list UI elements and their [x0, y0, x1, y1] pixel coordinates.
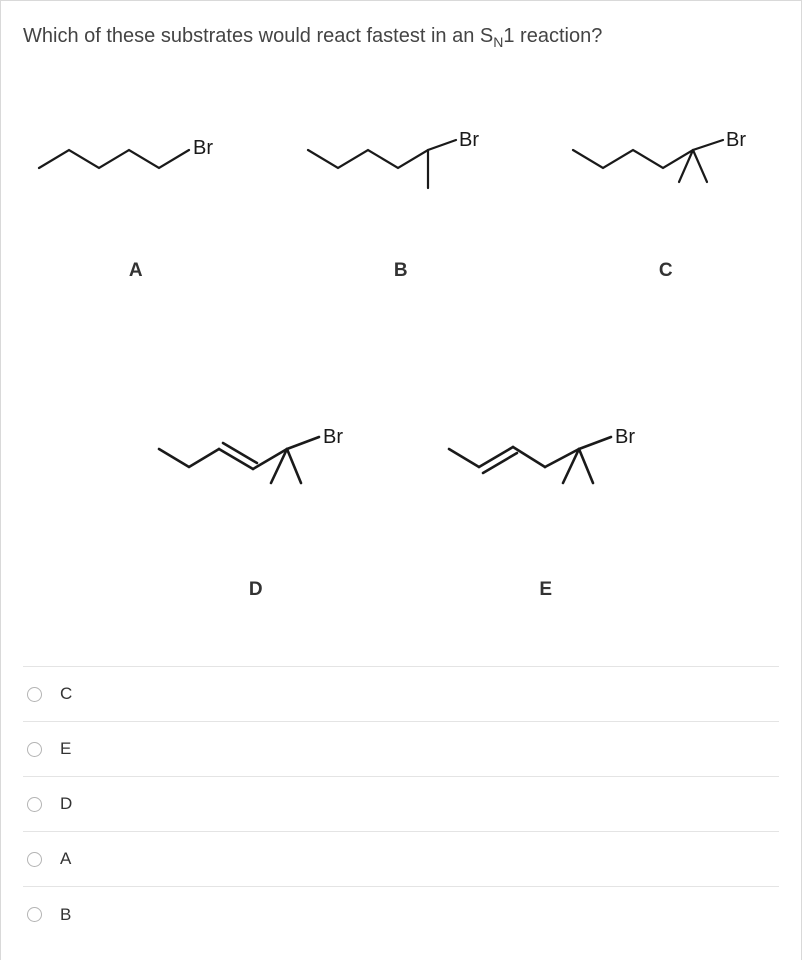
option-label: B — [60, 905, 72, 925]
option-row[interactable]: E — [23, 722, 779, 777]
figure-row-1: Br A Br B — [23, 130, 779, 282]
figure-A: Br A — [31, 130, 241, 282]
br-label: Br — [193, 137, 213, 159]
figure-C: Br C — [561, 130, 771, 282]
figure-label-E: E — [539, 579, 552, 601]
br-label: Br — [459, 130, 479, 151]
structure-D: Br — [141, 427, 371, 517]
option-row[interactable]: C — [23, 667, 779, 722]
figure-label-A: A — [129, 260, 143, 282]
figure-label-C: C — [659, 260, 673, 282]
figure-row-2: Br D Br — [23, 427, 779, 601]
figure-B: Br B — [296, 130, 506, 282]
option-row[interactable]: B — [23, 887, 779, 942]
option-label: E — [60, 739, 72, 759]
structure-A: Br — [31, 130, 241, 210]
option-row[interactable]: D — [23, 777, 779, 832]
option-label: D — [60, 794, 73, 814]
structure-B: Br — [296, 130, 506, 210]
figure-label-B: B — [394, 260, 408, 282]
question-prefix: Which of these substrates would react fa… — [23, 25, 493, 47]
option-label: A — [60, 849, 72, 869]
radio-icon — [27, 742, 42, 757]
radio-icon — [27, 852, 42, 867]
figure-label-D: D — [249, 579, 263, 601]
option-row[interactable]: A — [23, 832, 779, 887]
radio-icon — [27, 687, 42, 702]
br-label: Br — [615, 427, 635, 448]
br-label: Br — [726, 130, 746, 151]
radio-icon — [27, 797, 42, 812]
answer-options: C E D A B — [23, 666, 779, 942]
figure-E: Br E — [431, 427, 661, 601]
question-text: Which of these substrates would react fa… — [23, 25, 779, 50]
figure-D: Br D — [141, 427, 371, 601]
question-card: Which of these substrates would react fa… — [0, 0, 802, 960]
radio-icon — [27, 907, 42, 922]
br-label: Br — [323, 427, 343, 448]
option-label: C — [60, 684, 73, 704]
structure-C: Br — [561, 130, 771, 210]
structure-E: Br — [431, 427, 661, 517]
question-suffix: 1 reaction? — [503, 25, 602, 47]
question-subscript: N — [493, 34, 503, 50]
